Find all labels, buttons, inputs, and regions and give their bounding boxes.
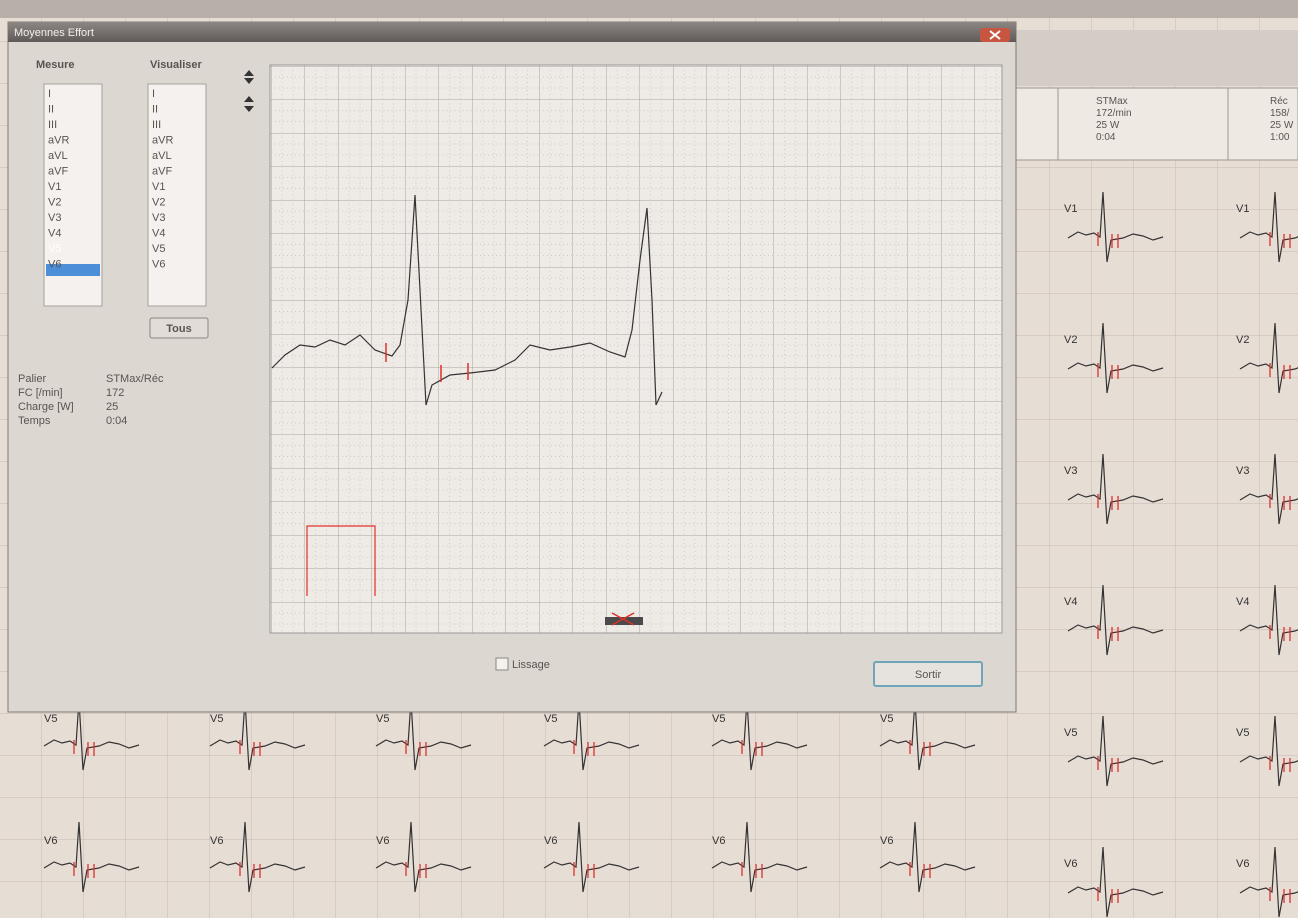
summary-text: Réc [1270, 96, 1288, 107]
info-label: Palier [18, 373, 46, 385]
title-bar [8, 22, 1016, 42]
ecg-chart [270, 65, 1002, 633]
lead-label: V1 [1064, 203, 1077, 215]
toolbar [1010, 30, 1298, 86]
lead-label: V6 [544, 835, 557, 847]
info-value: 0:04 [106, 415, 127, 427]
info-label: Temps [18, 415, 51, 427]
lead-item: aVR [48, 135, 69, 147]
lead-item: V1 [48, 181, 61, 193]
lead-label: V6 [1236, 858, 1249, 870]
lissage-label: Lissage [512, 659, 550, 671]
visualiser-list[interactable] [148, 84, 206, 306]
screen: STMax172/min25 W0:04Réc158/25 W1:00V1V1V… [0, 0, 1298, 918]
dialog-title: Moyennes Effort [14, 27, 94, 39]
summary-text: 172/min [1096, 108, 1132, 119]
summary-text: 1:00 [1270, 132, 1290, 143]
lead-item: III [152, 119, 161, 131]
lead-label: V3 [1064, 465, 1077, 477]
mesure-label: Mesure [36, 59, 75, 71]
lead-item: aVL [48, 150, 68, 162]
lead-label: V6 [712, 835, 725, 847]
lead-label: V5 [544, 713, 557, 725]
lead-item: V3 [48, 212, 61, 224]
summary-text: 0:04 [1096, 132, 1116, 143]
lead-label: V6 [376, 835, 389, 847]
lead-item: V4 [48, 228, 61, 240]
summary-text: STMax [1096, 96, 1128, 107]
lead-label: V6 [210, 835, 223, 847]
summary-text: 158/ [1270, 108, 1290, 119]
page: STMax172/min25 W0:04Réc158/25 W1:00V1V1V… [0, 0, 1298, 918]
sortir-label: Sortir [915, 669, 942, 681]
info-value: 25 [106, 401, 118, 413]
lead-label: V5 [1064, 727, 1077, 739]
lead-label: V4 [1064, 596, 1077, 608]
lead-label: V3 [1236, 465, 1249, 477]
lead-label: V5 [376, 713, 389, 725]
lead-label: V4 [1236, 596, 1249, 608]
lead-label: V5 [210, 713, 223, 725]
lead-label: V6 [880, 835, 893, 847]
lead-item: aVR [152, 135, 173, 147]
lead-item: aVL [152, 150, 172, 162]
lead-label: V2 [1236, 334, 1249, 346]
lead-label: V5 [880, 713, 893, 725]
lead-item: V1 [152, 181, 165, 193]
lead-item: II [152, 104, 158, 116]
lead-label: V5 [44, 713, 57, 725]
lead-item: V5 [48, 243, 61, 255]
lead-item: I [152, 88, 155, 100]
lead-item: V3 [152, 212, 165, 224]
lead-item: aVF [152, 166, 172, 178]
lead-item: V2 [152, 197, 165, 209]
dialog: Moyennes Effort Mesure Visualiser Tous L… [8, 22, 1016, 712]
info-value: STMax/Réc [106, 373, 164, 385]
tous-label: Tous [166, 323, 191, 335]
lead-item: V6 [48, 259, 61, 271]
lead-label: V5 [1236, 727, 1249, 739]
lead-label: V6 [44, 835, 57, 847]
lead-item: V4 [152, 228, 165, 240]
info-value: 172 [106, 387, 124, 399]
lead-item: V2 [48, 197, 61, 209]
info-label: Charge [W] [18, 401, 74, 413]
summary-band [1010, 88, 1298, 160]
lead-label: V5 [712, 713, 725, 725]
lead-item: I [48, 88, 51, 100]
summary-text: 25 W [1096, 120, 1120, 131]
visualiser-label: Visualiser [150, 59, 202, 71]
lead-item: V5 [152, 243, 165, 255]
lead-label: V2 [1064, 334, 1077, 346]
summary-text: 25 W [1270, 120, 1294, 131]
lead-label: V1 [1236, 203, 1249, 215]
lead-item: II [48, 104, 54, 116]
lead-item: V6 [152, 259, 165, 271]
lead-item: III [48, 119, 57, 131]
lissage-checkbox[interactable] [496, 658, 508, 670]
lead-item: aVF [48, 166, 68, 178]
lead-label: V6 [1064, 858, 1077, 870]
top-bar [0, 0, 1298, 18]
info-label: FC [/min] [18, 387, 63, 399]
